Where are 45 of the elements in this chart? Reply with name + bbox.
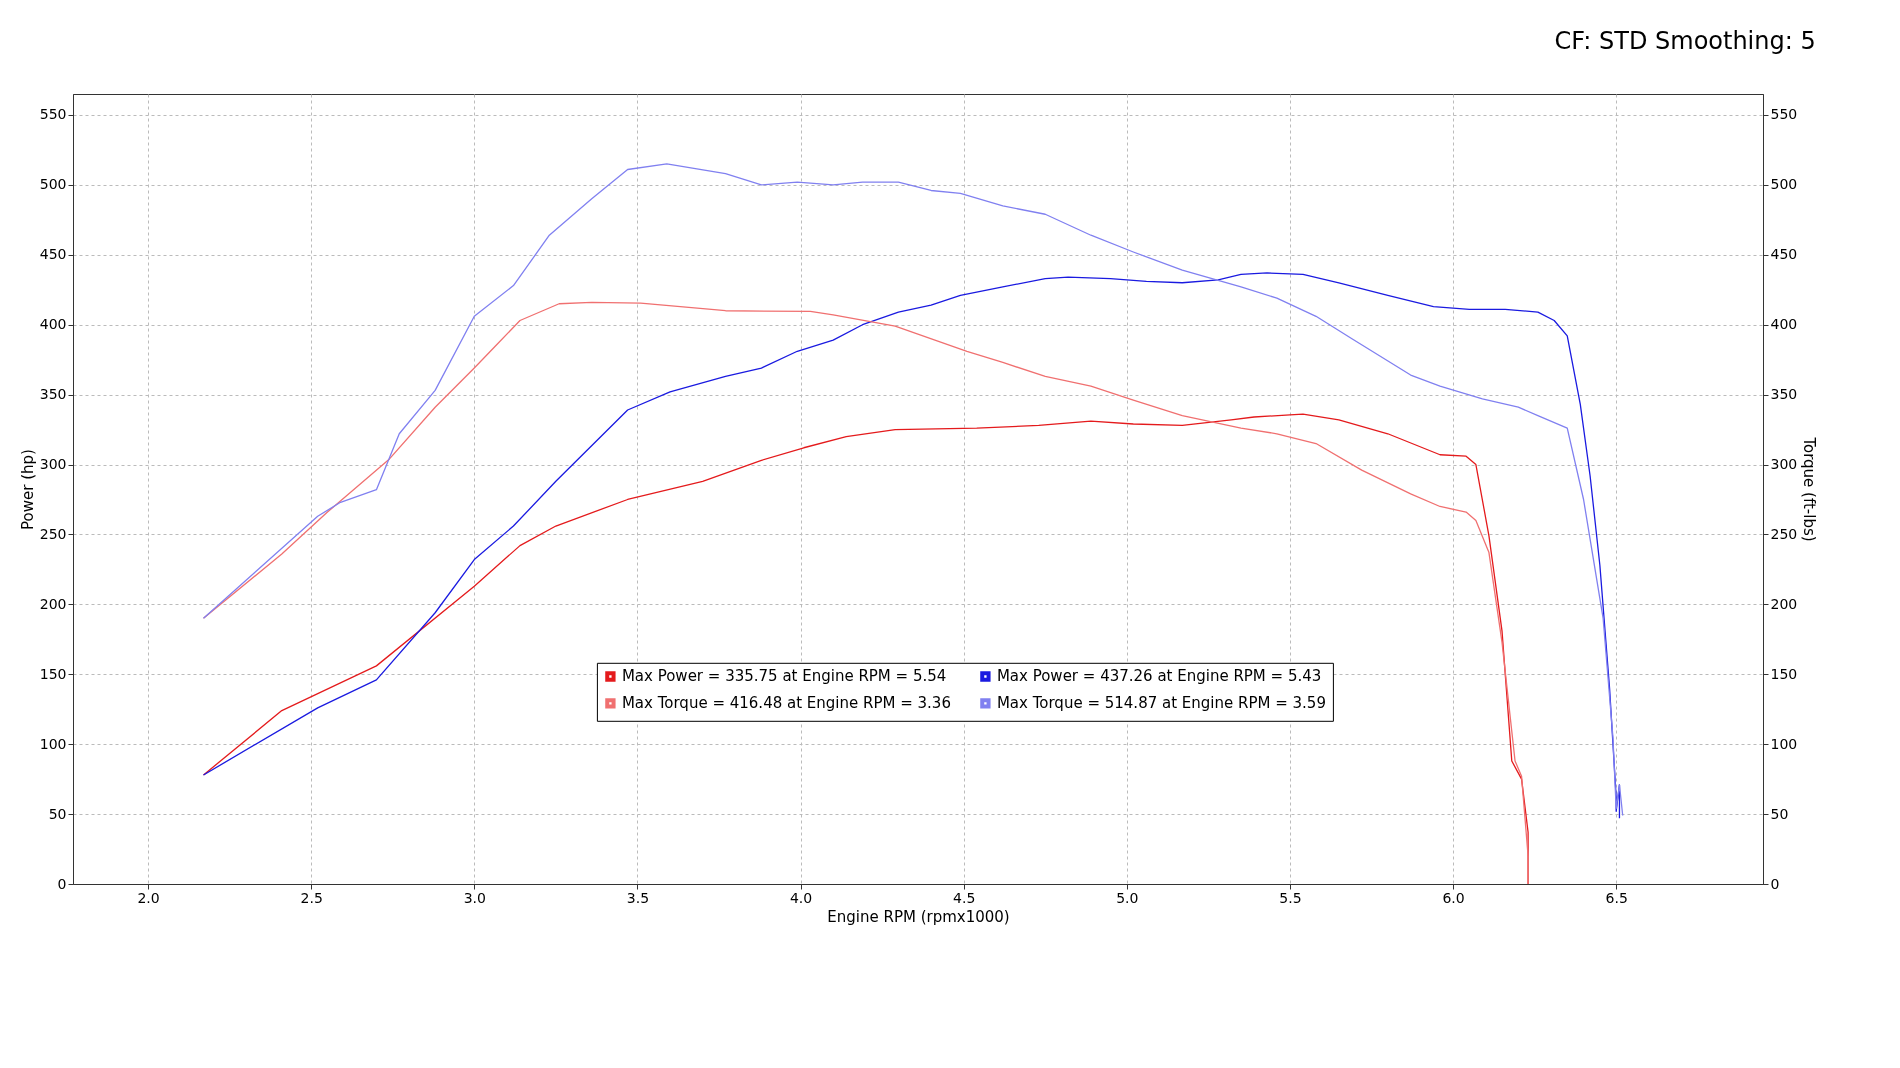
legend-label: Max Torque = 514.87 at Engine RPM = 3.59 (996, 694, 1326, 713)
y-tick-label: 400 (39, 316, 67, 333)
y2-axis-title: Torque (ft-lbs) (1800, 436, 1819, 542)
y-tick-label: 300 (39, 456, 67, 473)
y2-tick-label: 500 (1770, 176, 1798, 193)
y2-tick-label: 250 (1770, 525, 1798, 542)
legend-label: Max Power = 335.75 at Engine RPM = 5.54 (621, 667, 947, 686)
y2-tick-label: 400 (1770, 316, 1798, 333)
y2-tick-label: 300 (1770, 456, 1798, 473)
y-tick-label: 250 (39, 525, 67, 542)
x-tick-label: 6.5 (1605, 889, 1628, 906)
y-tick-label: 0 (57, 875, 67, 892)
y-axis-title: Power (hp) (18, 449, 37, 530)
chart-subtitle: CF: STD Smoothing: 5 (1554, 27, 1816, 55)
line-series (202, 272, 1621, 819)
legend-label: Max Power = 437.26 at Engine RPM = 5.43 (996, 667, 1322, 686)
x-tick-label: 6.0 (1442, 889, 1465, 906)
x-tick-label: 3.0 (463, 889, 486, 906)
x-axis-title: Engine RPM (rpmx1000) (827, 907, 1010, 926)
y2-tick-label: 450 (1770, 246, 1798, 263)
x-tick-label: 5.0 (1116, 889, 1139, 906)
line-series (202, 301, 1529, 885)
x-tick-label: 3.5 (626, 889, 650, 906)
y-tick-label: 350 (39, 386, 67, 403)
y-tick-label: 500 (39, 176, 67, 193)
y2-tick-label: 50 (1770, 805, 1789, 822)
y-tick-label: 450 (39, 246, 67, 263)
x-tick-label: 2.5 (300, 889, 323, 906)
x-tick-label: 5.5 (1279, 889, 1302, 906)
legend-label: Max Torque = 416.48 at Engine RPM = 3.36 (621, 694, 951, 713)
y-tick-label: 50 (48, 805, 67, 822)
x-tick-label: 4.0 (789, 889, 813, 906)
y-tick-label: 550 (39, 106, 67, 123)
y2-tick-label: 350 (1770, 386, 1798, 403)
y2-tick-label: 550 (1770, 106, 1798, 123)
y2-tick-label: 100 (1770, 735, 1798, 752)
y2-tick-label: 0 (1770, 875, 1780, 892)
x-tick-label: 2.0 (137, 889, 160, 906)
y-tick-label: 100 (39, 735, 67, 752)
x-tick-label: 4.5 (953, 889, 976, 906)
y2-tick-label: 200 (1770, 595, 1798, 612)
y-tick-label: 200 (39, 595, 67, 612)
line-series (202, 163, 1624, 817)
y2-tick-label: 150 (1770, 665, 1798, 682)
y-tick-label: 150 (39, 665, 67, 682)
